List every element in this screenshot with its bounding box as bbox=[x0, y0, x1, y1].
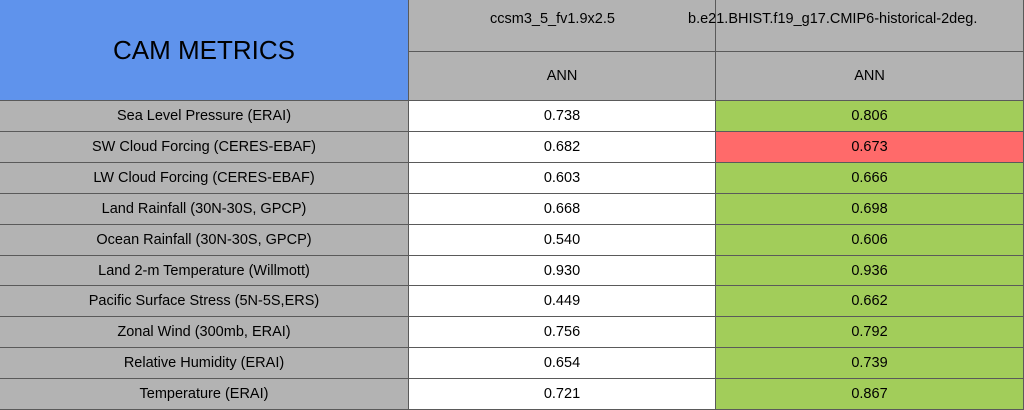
value-cell: 0.867 bbox=[716, 379, 1024, 410]
value-cell: 0.668 bbox=[409, 194, 716, 225]
value-cell: 0.606 bbox=[716, 225, 1024, 256]
value-cell: 0.673 bbox=[716, 132, 1024, 163]
value-cell: 0.930 bbox=[409, 256, 716, 286]
value-cell: 0.540 bbox=[409, 225, 716, 256]
season-header: ANN bbox=[716, 52, 1024, 101]
row-label: Sea Level Pressure (ERAI) bbox=[0, 101, 409, 132]
value-cell: 0.666 bbox=[716, 163, 1024, 194]
season-header: ANN bbox=[409, 52, 716, 101]
row-label: LW Cloud Forcing (CERES-EBAF) bbox=[0, 163, 409, 194]
value-cell: 0.662 bbox=[716, 286, 1024, 317]
value-cell: 0.936 bbox=[716, 256, 1024, 286]
value-cell: 0.738 bbox=[409, 101, 716, 132]
row-label: Land 2-m Temperature (Willmott) bbox=[0, 256, 409, 286]
column-header bbox=[409, 0, 716, 52]
column-header bbox=[716, 0, 1024, 52]
row-label: Pacific Surface Stress (5N-5S,ERS) bbox=[0, 286, 409, 317]
value-cell: 0.806 bbox=[716, 101, 1024, 132]
row-label: Zonal Wind (300mb, ERAI) bbox=[0, 317, 409, 348]
row-label: Temperature (ERAI) bbox=[0, 379, 409, 410]
row-label: Land Rainfall (30N-30S, GPCP) bbox=[0, 194, 409, 225]
row-label: SW Cloud Forcing (CERES-EBAF) bbox=[0, 132, 409, 163]
value-cell: 0.756 bbox=[409, 317, 716, 348]
value-cell: 0.739 bbox=[716, 348, 1024, 379]
column-name: ccsm3_5_fv1.9x2.5 bbox=[490, 11, 615, 27]
title-cell: CAM METRICS bbox=[0, 0, 409, 101]
value-cell: 0.721 bbox=[409, 379, 716, 410]
value-cell: 0.654 bbox=[409, 348, 716, 379]
value-cell: 0.449 bbox=[409, 286, 716, 317]
value-cell: 0.698 bbox=[716, 194, 1024, 225]
column-name: b.e21.BHIST.f19_g17.CMIP6-historical-2de… bbox=[688, 11, 978, 27]
row-label: Relative Humidity (ERAI) bbox=[0, 348, 409, 379]
value-cell: 0.682 bbox=[409, 132, 716, 163]
row-label: Ocean Rainfall (30N-30S, GPCP) bbox=[0, 225, 409, 256]
value-cell: 0.792 bbox=[716, 317, 1024, 348]
value-cell: 0.603 bbox=[409, 163, 716, 194]
